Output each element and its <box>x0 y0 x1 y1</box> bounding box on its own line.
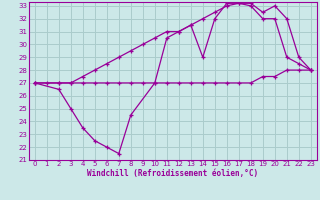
X-axis label: Windchill (Refroidissement éolien,°C): Windchill (Refroidissement éolien,°C) <box>87 169 258 178</box>
